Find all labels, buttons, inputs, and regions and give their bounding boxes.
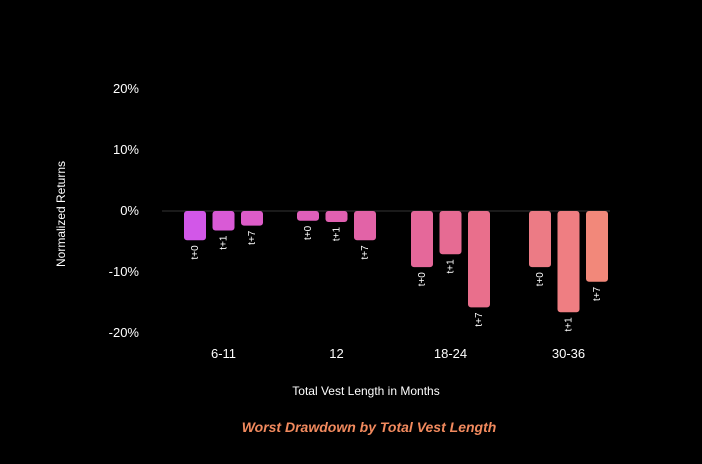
- bar: [411, 211, 433, 268]
- x-axis-categories: 6-11 12 18-24 30-36: [211, 346, 585, 361]
- x-category-label: 18-24: [434, 346, 467, 361]
- bar: [184, 211, 206, 241]
- bar-label: t+7: [360, 245, 371, 260]
- bar: [468, 211, 490, 308]
- bar-label: t+7: [592, 286, 603, 301]
- bar-groups: t+0 t+1 t+7 t+0 t+1 t+7 t+0 t+1 t+7 t+0 t+1 t+7: [184, 211, 608, 331]
- bar-group: t+0 t+1 t+7: [297, 211, 376, 259]
- bar-label: t+1: [446, 259, 457, 274]
- bar-label: t+0: [303, 225, 314, 240]
- y-tick-label: 20%: [113, 81, 139, 96]
- bar-label: t+0: [417, 272, 428, 287]
- bar-label: t+0: [535, 272, 546, 287]
- bar-label: t+7: [474, 312, 485, 327]
- y-tick-label: -10%: [109, 264, 140, 279]
- bar: [586, 211, 608, 282]
- bar-group: t+0 t+1 t+7: [411, 211, 490, 327]
- bar: [354, 211, 376, 241]
- y-tick-label: -20%: [109, 325, 140, 340]
- bar: [529, 211, 551, 268]
- y-tick-label: 10%: [113, 142, 139, 157]
- x-axis-title: Total Vest Length in Months: [292, 384, 439, 398]
- bar: [557, 211, 580, 313]
- bar: [297, 211, 319, 221]
- x-category-label: 12: [329, 346, 343, 361]
- bar-label: t+1: [332, 227, 343, 242]
- bar: [241, 211, 263, 226]
- x-category-label: 6-11: [211, 346, 236, 361]
- bar-group: t+0 t+1 t+7: [184, 211, 263, 259]
- y-axis-title: Normalized Returns: [54, 161, 68, 267]
- bar: [212, 211, 235, 231]
- bar-group: t+0 t+1 t+7: [529, 211, 608, 331]
- x-category-label: 30-36: [552, 346, 585, 361]
- y-axis-ticks: 20% 10% 0% -10% -20%: [109, 81, 140, 340]
- chart-title: Worst Drawdown by Total Vest Length: [242, 419, 497, 435]
- bar-label: t+7: [247, 230, 258, 245]
- bar-label: t+0: [190, 245, 201, 260]
- bar-label: t+1: [219, 235, 230, 250]
- bar-label: t+1: [564, 317, 575, 332]
- bar: [325, 211, 348, 222]
- bar: [439, 211, 462, 255]
- y-tick-label: 0%: [120, 203, 139, 218]
